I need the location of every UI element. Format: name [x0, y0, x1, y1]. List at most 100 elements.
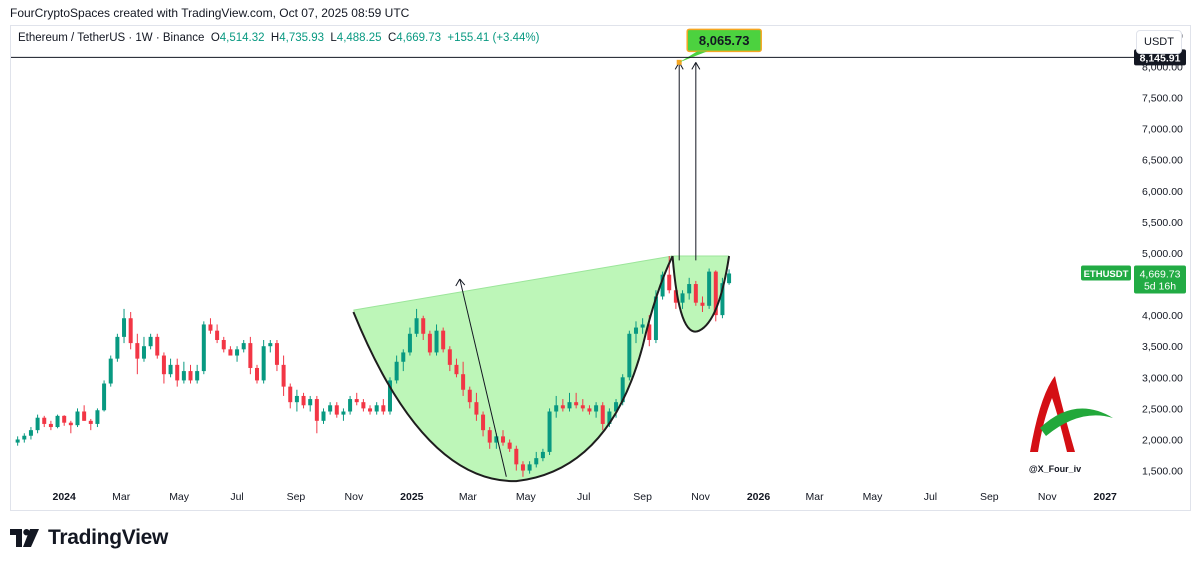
candle-body[interactable] [720, 283, 725, 316]
candle-body[interactable] [387, 380, 392, 412]
candle-body[interactable] [507, 442, 512, 449]
candle-body[interactable] [653, 296, 658, 340]
candle-body[interactable] [75, 411, 80, 426]
candle-body[interactable] [341, 411, 346, 415]
candle-body[interactable] [102, 383, 107, 411]
candle-body[interactable] [235, 349, 240, 356]
candle-body[interactable] [567, 402, 572, 409]
candle-body[interactable] [42, 417, 47, 424]
candle-body[interactable] [687, 284, 692, 294]
candle-body[interactable] [540, 451, 545, 459]
candle-body[interactable] [274, 343, 279, 365]
candle-body[interactable] [328, 405, 333, 412]
symbol-label[interactable]: Ethereum / TetherUS · 1W · Binance [18, 32, 205, 44]
candle-body[interactable] [620, 377, 625, 403]
candle-body[interactable] [68, 422, 73, 426]
candle-body[interactable] [334, 405, 339, 415]
candle-body[interactable] [241, 343, 246, 350]
candle-body[interactable] [374, 405, 379, 412]
candle-body[interactable] [560, 405, 565, 409]
candle-body[interactable] [667, 274, 672, 291]
candle-body[interactable] [28, 430, 33, 436]
candle-body[interactable] [587, 408, 592, 412]
candle-body[interactable] [614, 402, 619, 412]
candle-body[interactable] [554, 405, 559, 412]
candle-body[interactable] [215, 330, 220, 340]
candle-body[interactable] [580, 405, 585, 409]
candle-body[interactable] [62, 415, 67, 423]
candle-body[interactable] [308, 399, 313, 406]
candle-body[interactable] [640, 324, 645, 328]
candle-body[interactable] [693, 284, 698, 303]
tradingview-logo[interactable]: TradingView [10, 526, 168, 550]
candle-body[interactable] [354, 399, 359, 403]
candle-body[interactable] [574, 402, 579, 406]
candle-body[interactable] [141, 346, 146, 359]
candle-body[interactable] [281, 364, 286, 387]
candle-body[interactable] [175, 364, 180, 381]
candle-body[interactable] [148, 336, 153, 347]
candle-body[interactable] [534, 458, 539, 465]
candle-body[interactable] [228, 349, 233, 356]
candle-body[interactable] [481, 414, 486, 431]
candle-body[interactable] [22, 435, 27, 440]
candle-body[interactable] [82, 411, 87, 421]
candle-body[interactable] [454, 364, 459, 375]
candle-body[interactable] [115, 336, 120, 359]
candle-body[interactable] [633, 327, 638, 334]
candle-body[interactable] [288, 386, 293, 403]
candle-body[interactable] [208, 324, 213, 331]
candle-body[interactable] [348, 399, 353, 412]
candle-body[interactable] [195, 371, 200, 381]
candle-body[interactable] [221, 339, 226, 350]
candle-body[interactable] [15, 439, 20, 443]
candle-body[interactable] [188, 371, 193, 381]
candle-body[interactable] [55, 415, 60, 428]
candle-body[interactable] [434, 330, 439, 353]
candle-body[interactable] [494, 436, 499, 443]
candle-body[interactable] [527, 464, 532, 471]
candle-body[interactable] [441, 330, 446, 350]
candle-body[interactable] [427, 333, 432, 353]
candle-body[interactable] [414, 318, 419, 334]
candle-body[interactable] [474, 402, 479, 415]
candle-body[interactable] [647, 324, 652, 340]
candle-body[interactable] [700, 302, 705, 306]
candle-body[interactable] [181, 371, 186, 381]
target-price-box[interactable] [686, 28, 762, 53]
candle-body[interactable] [48, 423, 53, 428]
candle-body[interactable] [394, 361, 399, 381]
candle-body[interactable] [627, 333, 632, 378]
currency-unit-button[interactable]: USDT [1136, 30, 1182, 54]
candle-body[interactable] [707, 271, 712, 306]
candle-body[interactable] [487, 430, 492, 443]
candle-body[interactable] [501, 436, 506, 443]
candle-body[interactable] [467, 389, 472, 403]
candle-body[interactable] [680, 293, 685, 303]
candle-body[interactable] [368, 408, 373, 412]
candle-body[interactable] [122, 318, 127, 337]
candle-body[interactable] [268, 343, 273, 347]
candle-body[interactable] [108, 358, 113, 384]
candle-body[interactable] [314, 399, 319, 421]
candle-body[interactable] [600, 405, 605, 424]
candle-body[interactable] [128, 318, 133, 344]
candle-body[interactable] [155, 336, 160, 356]
candle-body[interactable] [407, 333, 412, 353]
candle-body[interactable] [607, 411, 612, 424]
candle-body[interactable] [547, 411, 552, 452]
candle-body[interactable] [88, 420, 93, 424]
candle-body[interactable] [255, 367, 260, 381]
candle-body[interactable] [461, 374, 466, 390]
candle-body[interactable] [161, 355, 166, 375]
candle-body[interactable] [727, 273, 732, 284]
candle-body[interactable] [421, 318, 426, 334]
candle-body[interactable] [321, 411, 326, 421]
candle-body[interactable] [381, 405, 386, 412]
candle-body[interactable] [135, 343, 140, 359]
candle-body[interactable] [447, 349, 452, 365]
candle-body[interactable] [168, 364, 173, 375]
candle-body[interactable] [294, 395, 299, 403]
candle-body[interactable] [660, 274, 665, 297]
